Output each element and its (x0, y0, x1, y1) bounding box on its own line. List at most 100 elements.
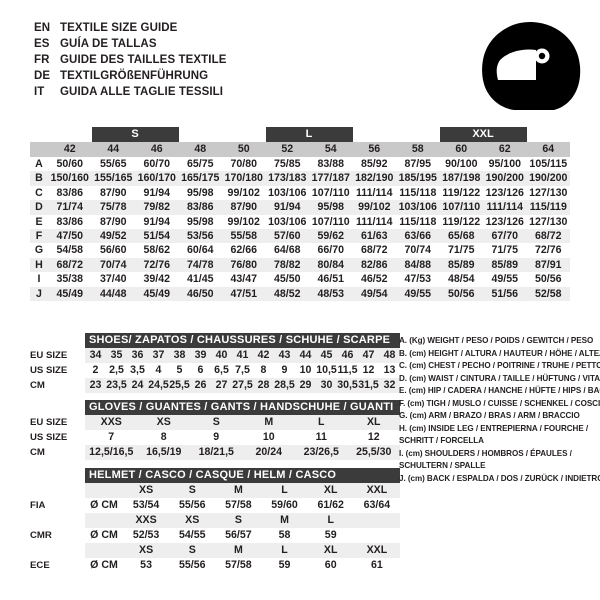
shoes-cell: 7,5 (232, 363, 253, 378)
helmet-value-row: CMR Ø CM 52/53 54/55 56/57 58 59 (30, 528, 400, 543)
shoes-cell: 3,5 (127, 363, 148, 378)
helmet-size-label: XXL (353, 483, 400, 498)
helmet-value-cell: 53/54 (123, 498, 170, 513)
measurement-cell: 45/49 (135, 286, 179, 302)
shoes-row-label: CM (30, 378, 85, 393)
measurement-cell: 39/42 (135, 272, 179, 287)
shoes-cell: 26 (190, 378, 211, 393)
measurement-cell: 85/89 (439, 257, 484, 273)
measurement-cell: 66/70 (309, 243, 353, 258)
measurement-cell: 68/72 (526, 229, 571, 244)
measurement-cell: 170/180 (222, 171, 266, 186)
helmet-size-label: XXS (123, 513, 170, 528)
title-row: DE TEXTILGRÖßENFÜHRUNG (34, 70, 227, 86)
measurement-cell: 99/102 (352, 200, 397, 215)
shoes-cell: 10,5 (316, 363, 337, 378)
measurement-cell: 72/76 (526, 243, 571, 258)
measurement-cell: 71/74 (48, 200, 92, 215)
helmet-size-label: S (169, 543, 216, 558)
measurement-cell: 45/50 (265, 272, 310, 287)
measurement-row-key: E (30, 214, 48, 230)
gloves-cell: 7 (85, 430, 138, 445)
measurement-cell: 47/51 (222, 286, 266, 302)
helmet-value-cell: 61/62 (307, 498, 354, 513)
helmet-standard-label: CMR (30, 528, 85, 543)
measurement-cell: 62/66 (222, 243, 266, 258)
gloves-cell: L (295, 415, 348, 430)
helmet-value-cell: 55/56 (169, 498, 216, 513)
helmet-value-cell: 54/55 (169, 528, 216, 543)
helmet-size-label: XS (123, 543, 170, 558)
gloves-cell: 10 (242, 430, 295, 445)
legend-line: A. (Kg) WEIGHT / PESO / POIDS / GEWITCH … (399, 336, 594, 345)
eu-size-number: 64 (526, 142, 571, 157)
measurement-cell: 127/130 (526, 185, 571, 201)
measurement-cell: 50/60 (48, 157, 92, 172)
measurement-cell: 65/75 (178, 157, 222, 172)
gloves-cell: XXS (85, 415, 138, 430)
measurement-cell: 123/126 (483, 185, 527, 201)
measurement-cell: 87/90 (91, 214, 135, 230)
measurement-cell: 53/56 (178, 229, 222, 244)
eu-size-number: 56 (352, 142, 397, 157)
shoes-cell: 30 (316, 378, 337, 393)
eu-size-number: 44 (91, 142, 135, 157)
shoes-cell: 45 (316, 348, 337, 363)
measurement-cell: 65/68 (439, 229, 484, 244)
title-language-code: FR (34, 54, 50, 66)
measurement-cell: 84/88 (396, 257, 440, 273)
shoes-cell: 46 (337, 348, 358, 363)
measurement-cell: 61/63 (352, 229, 397, 244)
title-language-code: DE (34, 70, 51, 82)
measurement-row-key: I (30, 272, 48, 287)
measurement-cell: 45/49 (48, 286, 92, 302)
measurement-cell: 190/200 (483, 171, 527, 186)
measurement-cell: 111/114 (352, 185, 397, 201)
measurement-cell: 35/38 (48, 272, 92, 287)
gloves-row-label: US SIZE (30, 430, 85, 445)
helmet-size-label: L (261, 543, 308, 558)
helmet-size-label: L (307, 513, 354, 528)
size-band-l: L (265, 127, 353, 142)
shoes-cell: 4 (148, 363, 169, 378)
measurement-cell: 95/98 (178, 214, 222, 230)
measurement-cell: 37/40 (91, 272, 135, 287)
shoes-cell: 6 (190, 363, 211, 378)
gloves-cell: XL (347, 415, 400, 430)
gloves-cell: 16,5/19 (137, 445, 190, 460)
measurement-cell: 49/55 (483, 272, 527, 287)
measurement-cell: 107/110 (309, 214, 353, 230)
shoes-cell: 13 (379, 363, 400, 378)
helmet-size-label (353, 513, 400, 528)
shoes-cell: 43 (274, 348, 295, 363)
measurement-cell: 123/126 (483, 214, 527, 230)
eu-size-number: 54 (309, 142, 353, 157)
helmet-unit-label: Ø CM (85, 528, 123, 543)
measurement-row-d: D 71/74 75/78 79/82 83/86 87/90 91/94 95/98 99/1… (30, 200, 571, 215)
measurement-cell: 160/170 (135, 171, 179, 186)
gloves-row: US SIZE 7 8 9 10 11 12 (30, 430, 400, 445)
shoes-title: SHOES/ ZAPATOS / CHAUSSURES / SCHUHE / S… (85, 333, 400, 348)
measurement-cell: 68/72 (48, 257, 92, 273)
helmet-size-row-unit-spacer (85, 543, 123, 558)
shoes-cell: 2 (85, 363, 106, 378)
measurement-cell: 91/94 (135, 185, 179, 201)
gloves-cell: M (242, 415, 295, 430)
title-language-code: EN (34, 22, 51, 34)
shoes-cell: 30,5 (337, 378, 358, 393)
title-text: GUIDA ALLE TAGLIE TESSILI (60, 86, 224, 98)
measurement-cell: 99/102 (222, 214, 266, 230)
gloves-row: EU SIZE XXS XS S M L XL (30, 415, 400, 430)
helmet-size-row-spacer (30, 513, 85, 528)
measurement-cell: 50/56 (526, 272, 571, 287)
measurement-cell: 103/106 (265, 214, 310, 230)
helmet-size-label: S (215, 513, 262, 528)
gloves-title: GLOVES / GUANTES / GANTS / HANDSCHUHE / … (85, 400, 400, 415)
shoes-cell: 28,5 (274, 378, 295, 393)
measurement-cell: 150/160 (48, 171, 92, 186)
measurement-cell: 80/84 (309, 257, 353, 273)
measurement-row-b: B 150/160 155/165 160/170 165/175 170/180 173/… (30, 171, 571, 186)
measurement-cell: 64/68 (265, 243, 310, 258)
measurement-cell: 99/102 (222, 185, 266, 201)
measurement-cell: 115/119 (526, 200, 571, 215)
